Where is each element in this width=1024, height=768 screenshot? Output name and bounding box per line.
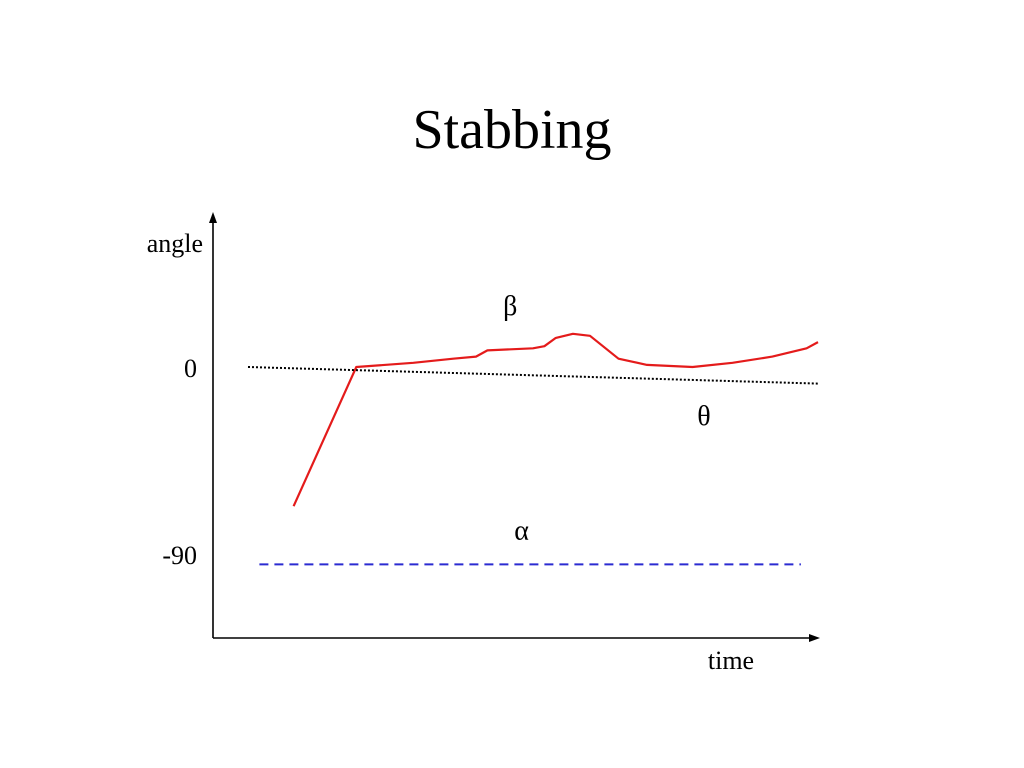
y-tick-label-0: 0 — [184, 354, 197, 383]
series-labels: β θ α — [503, 291, 711, 546]
slide-title: Stabbing — [412, 99, 612, 161]
series-line-1 — [247, 366, 819, 385]
y-tick-label-1: -90 — [162, 541, 197, 570]
x-axis-arrow — [809, 634, 820, 642]
series-label-0: β — [503, 291, 517, 322]
y-axis-arrow — [209, 212, 217, 223]
series-label-1: θ — [697, 401, 710, 432]
series-label-2: α — [514, 515, 529, 546]
y-ticks: 0 -90 — [162, 354, 197, 570]
axes — [209, 212, 820, 642]
y-axis-label: angle — [147, 229, 203, 258]
series-layer — [247, 332, 819, 566]
x-axis-label: time — [708, 646, 754, 675]
series-line-0 — [292, 332, 819, 507]
